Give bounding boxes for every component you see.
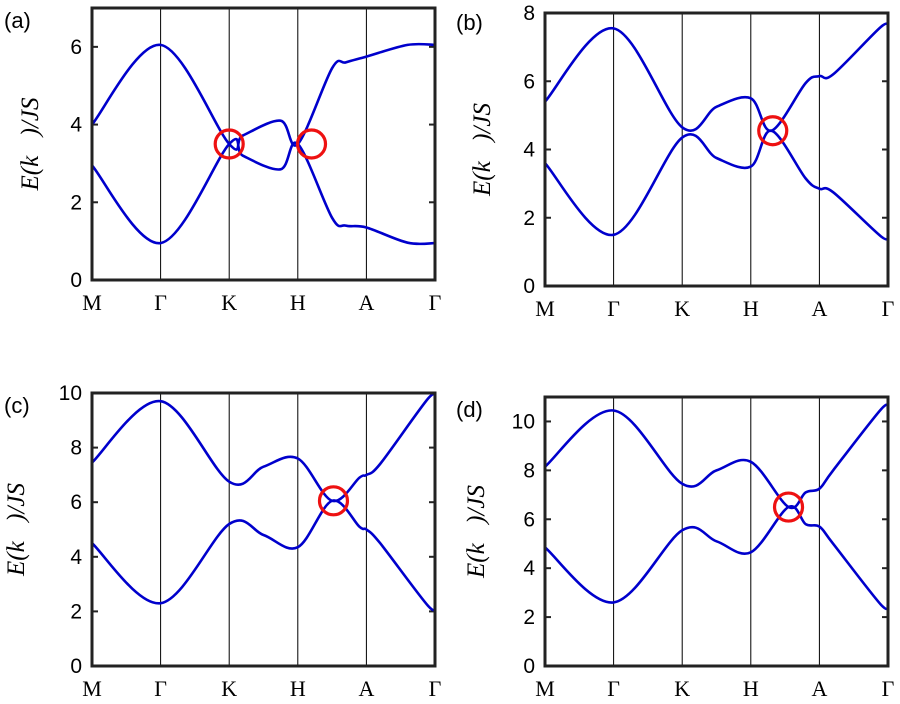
plot-frame: [543, 395, 890, 668]
xtick-label: M: [535, 676, 555, 701]
xtick-label: Γ: [154, 290, 167, 315]
y-axis-label: E(k⃗)/JS: [3, 483, 30, 578]
xtick-label: K: [674, 676, 690, 701]
xtick-label: H: [743, 676, 759, 701]
ytick-label: 6: [70, 36, 82, 59]
upper-band-line: [544, 403, 890, 510]
upper-band-line: [91, 392, 437, 503]
ytick-label: 2: [523, 606, 535, 629]
ytick-label: 6: [70, 491, 82, 514]
xtick-label: Γ: [607, 676, 620, 701]
xtick-label: Γ: [429, 676, 442, 701]
ytick-label: 0: [70, 269, 82, 292]
ytick-label: 0: [523, 655, 535, 678]
ytick-label: 2: [70, 191, 82, 214]
xtick-label: K: [221, 676, 237, 701]
panel-label: (a): [4, 8, 31, 33]
xtick-label: M: [82, 676, 102, 701]
ytick-label: 8: [70, 437, 82, 460]
plot-frame: [90, 6, 437, 282]
ytick-label: 2: [70, 600, 82, 623]
xtick-label: A: [358, 676, 374, 701]
xtick-label: A: [811, 676, 827, 701]
y-axis-label: E(k⃗)/JS: [17, 97, 44, 192]
y-axis-label: E(k⃗)/JS: [469, 103, 496, 198]
ytick-label: 4: [70, 546, 82, 569]
panel-label: (c): [4, 393, 30, 418]
xtick-label: Γ: [607, 296, 620, 321]
crossing-marker: [213, 128, 245, 160]
upper-band-line: [90, 42, 436, 151]
band-curves: [90, 42, 436, 246]
ytick-label: 8: [523, 2, 535, 25]
xtick-label: A: [358, 290, 374, 315]
ytick-label: 10: [512, 410, 535, 433]
lower-band-line: [90, 137, 436, 246]
crossing-marker: [317, 485, 350, 517]
crossing-marker: [772, 491, 805, 523]
ytick-label: 0: [70, 655, 82, 678]
ytick-label: 6: [523, 70, 535, 93]
xtick-label: H: [743, 296, 759, 321]
ytick-label: 4: [70, 114, 82, 137]
xtick-label: A: [811, 296, 827, 321]
panel-a: (a) 0 2 4 6 M Γ K H A Γ E(k⃗)/JS: [4, 6, 442, 315]
band-curves: [544, 22, 890, 241]
lower-band-line: [544, 129, 890, 241]
crossing-marker: [757, 115, 789, 147]
lower-band-line: [91, 499, 437, 612]
band-curves: [91, 392, 437, 612]
xtick-label: H: [290, 290, 306, 315]
xtick-label: M: [535, 296, 555, 321]
ytick-label: 6: [523, 508, 535, 531]
panel-c: (c) 0 2 4 6 8 10 M Γ K H A Γ E(k⃗)/JS: [3, 382, 442, 701]
panel-b: (b) 0 2 4 6 8 M Γ K H A Γ E(k⃗)/JS: [456, 2, 895, 321]
plot-frame: [543, 11, 890, 288]
upper-band-line: [544, 22, 890, 132]
xtick-label: Γ: [882, 296, 895, 321]
panel-d: (d) 0 2 4 6 8 10 M Γ K H A Γ E(k⃗)/JS: [456, 395, 895, 701]
lower-band-line: [544, 505, 890, 611]
xtick-label: Γ: [154, 676, 167, 701]
y-axis-label: E(k⃗)/JS: [463, 485, 490, 580]
band-curves: [544, 403, 890, 611]
ytick-label: 4: [523, 139, 535, 162]
ytick-label: 2: [523, 207, 535, 230]
ytick-label: 10: [59, 382, 82, 405]
xtick-label: Γ: [429, 290, 442, 315]
ytick-label: 4: [523, 557, 535, 580]
xtick-label: K: [674, 296, 690, 321]
xtick-label: M: [82, 290, 102, 315]
panel-label: (d): [456, 397, 483, 422]
xtick-label: K: [221, 290, 237, 315]
panel-label: (b): [456, 10, 483, 35]
plot-frame: [90, 391, 437, 668]
ytick-label: 0: [523, 275, 535, 298]
xtick-label: H: [290, 676, 306, 701]
crossing-marker: [295, 128, 328, 160]
ytick-label: 8: [523, 459, 535, 482]
xtick-label: Γ: [882, 676, 895, 701]
